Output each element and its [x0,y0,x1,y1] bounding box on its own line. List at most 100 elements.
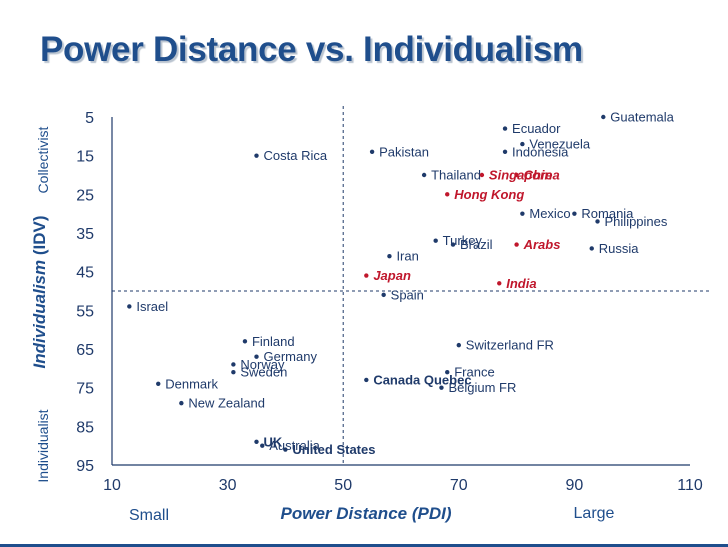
axis-labels: Power Distance (PDI) Small Large Individual… [30,126,615,524]
data-point [381,292,386,298]
data-point [514,242,519,247]
data-point [364,273,369,278]
data-point [369,149,375,154]
data-point [231,362,236,367]
data-point-label: New Zealand [188,396,265,411]
collectivist-label: Collectivist [35,126,51,193]
data-point-label: Brazil [460,237,493,252]
data-point-label: Canada Quebec [373,372,471,387]
data-point-label: Denmark [165,376,218,391]
data-point [601,114,606,120]
x-axis-title: Power Distance (PDI) [281,504,452,523]
data-point [589,246,594,251]
data-point-label: Belgium FR [448,380,516,395]
data-point-label: Ecuador [512,121,561,136]
data-point-label: Costa Rica [264,148,328,163]
data-point-label: Sweden [240,365,287,380]
data-point [445,192,450,197]
y-tick-label: 45 [76,265,94,282]
data-point-label: Hong Kong [454,187,524,202]
data-point-label: Switzerland FR [466,338,554,353]
data-point-label: Spain [391,287,424,302]
data-point [254,354,259,359]
x-high-label: Large [574,505,615,522]
y-tick-label: 75 [76,381,94,398]
data-point [520,141,525,147]
data-point [595,219,600,224]
data-point-label: Norway [240,357,285,372]
y-tick-label: 15 [76,149,94,166]
y-tick-label: 65 [76,342,94,359]
data-point-label: Russia [599,241,640,256]
data-point [387,254,392,259]
data-point [450,242,456,247]
data-point [156,381,161,386]
data-point-label: Pakistan [379,144,429,159]
y-tick-label: 35 [76,226,94,243]
data-point-label: Israel [136,299,168,314]
data-point [479,172,485,178]
data-point-label: Iran [396,249,418,264]
data-point-label: Philippines [605,214,668,229]
x-tick-label: 90 [566,477,584,494]
y-axis-title: Individualism (IDV) [30,215,49,368]
data-point-label: Finland [252,334,295,349]
data-point [254,153,259,158]
data-point [433,238,438,243]
data-point-label: Germany [264,349,318,364]
x-tick-label: 50 [334,477,352,494]
data-point [439,385,444,390]
data-point-label: Romania [581,206,634,221]
data-point-label: Japan [373,268,411,283]
data-point-label: UK [264,434,283,449]
data-point [254,439,259,444]
data-point [572,211,577,216]
data-point [260,443,265,448]
data-point-label: Australia [269,438,320,453]
data-point [127,304,132,309]
data-point-label: Venezuela [529,137,590,152]
data-point [364,377,369,383]
data-point-label: Singapore [489,168,553,183]
data-point [242,339,248,344]
y-tick-label: 85 [76,419,94,436]
data-point-label: France [454,365,494,380]
individualist-label: Individualist [35,409,51,482]
bottom-divider [0,544,728,547]
data-point [502,126,508,131]
data-point-label: United States [292,442,375,457]
data-point-label: India [506,276,536,291]
data-point [231,370,236,375]
data-point-label: China [524,168,560,183]
y-tick-label: 5 [85,110,94,127]
data-point-label: Indonesia [512,144,569,159]
data-point [421,172,427,178]
data-point-label: Guatemala [610,110,674,125]
x-tick-label: 10 [103,477,121,494]
y-axis-title-unit: (IDV) [30,215,49,259]
y-tick-label: 25 [76,187,94,204]
data-point-label: Mexico [529,206,570,221]
data-point-label: Arabs [523,237,561,252]
x-tick-label: 110 [677,477,703,494]
x-tick-label: 30 [219,477,237,494]
data-point [283,447,288,452]
x-low-label: Small [129,507,169,524]
data-point [497,281,502,286]
data-point [502,149,508,154]
plot-frame [111,106,712,466]
data-point [514,172,519,178]
y-tick-label: 55 [76,303,94,320]
y-axis-title-main: Individualism [30,260,49,369]
chart-title: Power Distance vs. Individualism [40,30,583,69]
y-tick-label: 95 [76,458,94,475]
data-point-label: Thailand [431,168,481,183]
x-tick-label: 70 [450,477,468,494]
data-point [456,342,461,348]
data-point [445,370,450,375]
data-point [520,211,525,216]
data-point [179,400,184,406]
tick-labels: 10 30 50 70 90 110 5 15 25 35 45 55 65 75 85 95 [76,110,703,494]
